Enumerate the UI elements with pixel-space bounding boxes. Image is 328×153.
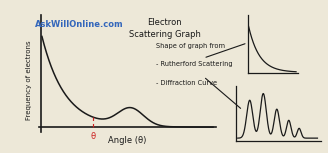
Text: Shape of graph from: Shape of graph from xyxy=(156,43,225,49)
Text: Angle (θ): Angle (θ) xyxy=(108,136,146,145)
Text: θ: θ xyxy=(90,132,95,142)
Text: - Diffraction Curve: - Diffraction Curve xyxy=(156,80,217,86)
Text: Frequency of electrons: Frequency of electrons xyxy=(26,40,32,120)
Text: - Rutherford Scattering: - Rutherford Scattering xyxy=(156,61,233,67)
Text: AskWillOnline.com: AskWillOnline.com xyxy=(34,20,123,29)
Text: Electron
Scattering Graph: Electron Scattering Graph xyxy=(129,18,201,39)
